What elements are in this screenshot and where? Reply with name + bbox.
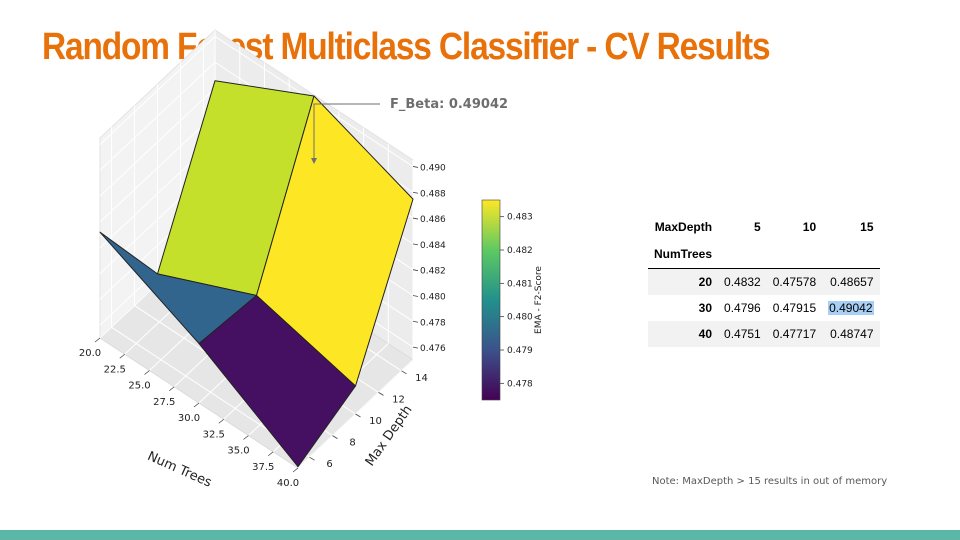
x-tick-label: 20.0 (79, 348, 101, 359)
z-tick (412, 295, 419, 297)
x-axis-label: Num Trees (145, 449, 214, 491)
annotation-arrowhead (311, 158, 317, 164)
y-tick-label: 14 (415, 373, 428, 384)
grid-line (99, 113, 216, 223)
col-header: 10 (802, 220, 817, 234)
grid-line (99, 61, 216, 171)
x-tick-label: 35.0 (227, 446, 249, 457)
z-tick (412, 346, 419, 349)
y-tick (309, 456, 315, 461)
cv-results-table: MaxDepth 5 10 15 NumTrees 20 0.4832 0.47… (648, 214, 880, 347)
colorbar: 0.478 0.479 0.480 0.481 0.482 0.483 EMA - F2-… (481, 199, 544, 401)
x-tick-label: 40.0 (277, 478, 299, 489)
table-cell: 0.4832 (718, 268, 767, 295)
x-tick-label: 22.5 (104, 364, 126, 375)
x-tick (292, 467, 299, 473)
row-header-label: NumTrees (648, 240, 719, 269)
z-tick (412, 269, 419, 272)
y-tick (401, 370, 407, 375)
axes-ticks: 20.022.525.027.530.032.535.037.540.0 6 8 10… (79, 163, 446, 489)
slide-title: Random Forest Multiclass Classifier - CV… (42, 26, 771, 68)
bottom-band (0, 530, 960, 540)
y-axis-label: Max Depth (363, 403, 416, 469)
z-tick-label: 0.488 (420, 189, 446, 199)
grid-line (99, 87, 216, 197)
x-tick (218, 418, 224, 424)
annotation-leader (313, 103, 380, 160)
colorbar-gradient (481, 199, 501, 401)
table-row: 20 0.4832 0.47578 0.48657 (648, 268, 880, 295)
z-tick-label: 0.476 (420, 344, 446, 354)
table-cell: 0.4796 (724, 301, 761, 315)
z-tick-label: 0.484 (420, 241, 446, 251)
row-index: 40 (648, 321, 719, 347)
x-tick (119, 353, 125, 359)
z-tick-label: 0.490 (420, 163, 446, 173)
col-header: 5 (754, 220, 761, 234)
col-header: 15 (860, 220, 874, 234)
colorbar-tick-label: 0.483 (507, 213, 533, 223)
table-cell: 0.4751 (718, 321, 767, 347)
x-tick-label: 27.5 (153, 397, 175, 408)
x-tick (268, 451, 274, 457)
y-tick-label: 8 (349, 438, 355, 449)
table-cell: 0.48657 (822, 268, 880, 295)
x-tick (243, 435, 249, 440)
y-tick-label: 12 (392, 394, 405, 405)
x-tick-label: 30.0 (178, 413, 200, 424)
z-tick (412, 191, 419, 194)
y-tick-label: 6 (326, 459, 332, 470)
x-tick (193, 402, 200, 408)
table-row: 40 0.4751 0.47717 0.48747 (648, 321, 880, 347)
col-header-label: MaxDepth (654, 220, 713, 234)
footnote: Note: MaxDepth > 15 results in out of me… (652, 476, 888, 487)
x-tick (144, 370, 150, 375)
z-tick (412, 320, 419, 323)
x-tick (169, 386, 175, 392)
z-tick (412, 243, 419, 246)
y-tick (378, 392, 384, 396)
y-tick-label: 10 (369, 416, 382, 427)
row-index: 20 (648, 268, 719, 295)
y-tick (332, 435, 338, 439)
colorbar-tick-label: 0.478 (507, 379, 533, 389)
colorbar-tick-label: 0.482 (507, 246, 533, 256)
grid-line (99, 36, 216, 145)
table-cell: 0.47915 (772, 301, 817, 315)
z-tick-label: 0.480 (420, 292, 446, 302)
x-tick-label: 37.5 (252, 462, 274, 473)
x-tick (94, 337, 101, 343)
z-tick-label: 0.482 (420, 267, 446, 277)
surface-mesh (99, 80, 414, 468)
y-tick (355, 413, 361, 418)
colorbar-tick-label: 0.479 (507, 346, 533, 356)
x-tick-label: 25.0 (128, 381, 150, 392)
z-tick-label: 0.478 (420, 318, 446, 328)
table-cell: 0.48747 (822, 321, 880, 347)
table-row: 30 0.4796 0.47915 0.49042 (648, 295, 880, 321)
colorbar-tick-label: 0.480 (507, 313, 533, 323)
table-cell: 0.47578 (766, 268, 823, 295)
table-cell: 0.47717 (766, 321, 823, 347)
z-tick-label: 0.486 (420, 215, 446, 225)
best-score-annotation: F_Beta: 0.49042 (390, 97, 509, 112)
z-tick (412, 166, 419, 168)
colorbar-tick-label: 0.481 (507, 279, 533, 289)
z-tick (412, 217, 419, 220)
row-index: 30 (698, 301, 713, 315)
x-tick-label: 32.5 (203, 429, 225, 440)
colorbar-label: EMA - F2-Score (534, 266, 544, 334)
surface-patch (198, 295, 356, 468)
table-cell-best: 0.49042 (828, 301, 874, 315)
